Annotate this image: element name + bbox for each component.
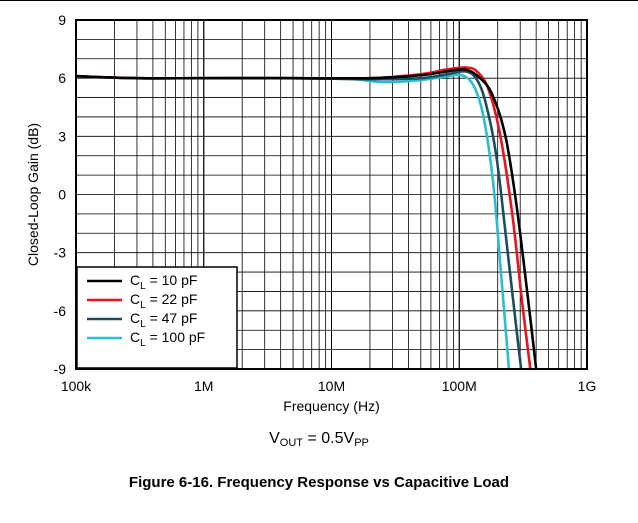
- legend-entry: CL = 10 pF: [130, 272, 197, 292]
- annotation-mid: = 0.5V: [303, 430, 355, 447]
- y-tick-labels: 9 6 3 0 -3 -6 -9: [54, 12, 67, 377]
- x-tick-label: 100M: [442, 378, 477, 394]
- y-tick-label: 0: [58, 187, 66, 203]
- x-tick-labels: 100k 1M 10M 100M 1G: [61, 378, 597, 394]
- legend-entry: CL = 100 pF: [130, 329, 205, 349]
- x-tick-label: 10M: [318, 378, 345, 394]
- x-tick-label: 1G: [578, 378, 597, 394]
- annotation-sub2: PP: [354, 437, 369, 449]
- y-tick-label: -3: [54, 245, 67, 261]
- x-tick-label: 100k: [61, 378, 92, 394]
- curves: [76, 66, 538, 369]
- legend-box: [76, 266, 238, 369]
- figure-caption: Figure 6-16. Frequency Response vs Capac…: [128, 474, 510, 491]
- y-tick-label: 6: [58, 70, 66, 86]
- series-line: [76, 67, 538, 369]
- condition-annotation: VOUT = 0.5VPP: [0, 430, 638, 449]
- legend-entry: CL = 47 pF: [130, 310, 197, 330]
- x-tick-label: 1M: [194, 378, 213, 394]
- y-tick-label: 3: [58, 128, 66, 144]
- chart: 100k 1M 10M 100M 1G 9 6 3 0 -3 -6 -9 Frequency (Hz…: [25, 12, 597, 414]
- page-top-rule: [0, 0, 638, 1]
- y-tick-label: -9: [54, 361, 67, 377]
- annotation-main: V: [269, 430, 280, 447]
- plot-frame: [75, 19, 588, 370]
- y-tick-label: -6: [54, 303, 67, 319]
- annotation-sub: OUT: [279, 437, 304, 449]
- y-tick-label: 9: [58, 12, 66, 28]
- legend-entry: CL = 22 pF: [130, 291, 197, 311]
- y-axis-label: Closed-Loop Gain (dB): [25, 123, 41, 266]
- x-axis-label: Frequency (Hz): [283, 398, 379, 414]
